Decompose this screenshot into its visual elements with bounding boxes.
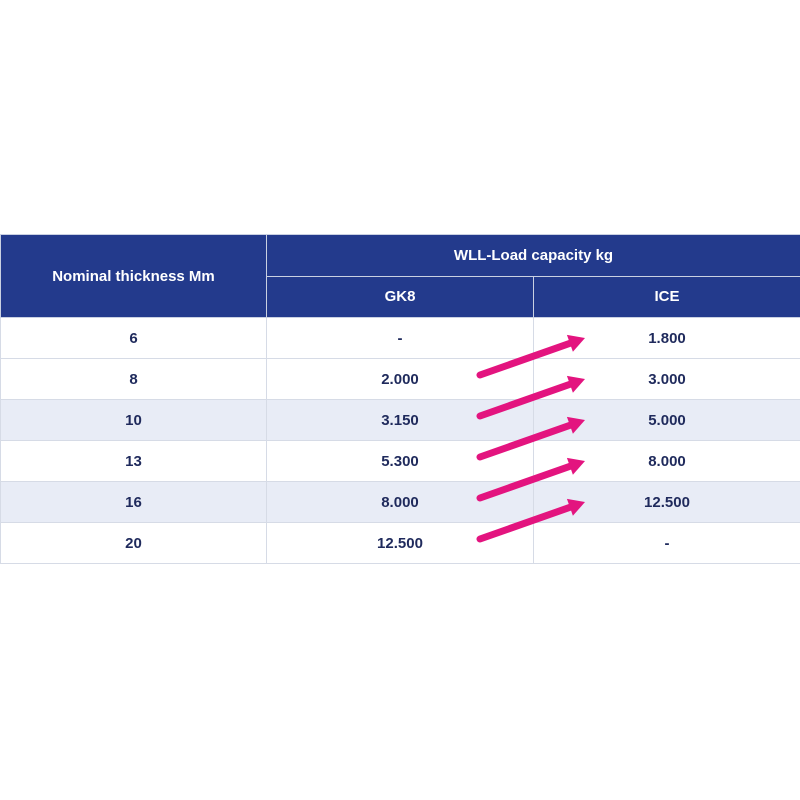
table-row: 6 - 1.800 <box>0 317 800 359</box>
cell-ice: - <box>533 522 800 564</box>
cell-gk8: - <box>266 317 534 359</box>
cell-thickness: 13 <box>0 440 267 482</box>
table-row: 20 12.500 - <box>0 522 800 564</box>
cell-thickness: 6 <box>0 317 267 359</box>
table-row: 8 2.000 3.000 <box>0 358 800 400</box>
table-row: 10 3.150 5.000 <box>0 399 800 441</box>
cell-gk8: 3.150 <box>266 399 534 441</box>
header-ice: ICE <box>533 275 800 318</box>
cell-gk8: 8.000 <box>266 481 534 523</box>
cell-ice: 5.000 <box>533 399 800 441</box>
header-gk8: GK8 <box>266 275 534 318</box>
header-nominal-thickness: Nominal thickness Mm <box>0 234 267 318</box>
cell-thickness: 20 <box>0 522 267 564</box>
cell-gk8: 2.000 <box>266 358 534 400</box>
cell-ice: 3.000 <box>533 358 800 400</box>
cell-ice: 1.800 <box>533 317 800 359</box>
table-row: 13 5.300 8.000 <box>0 440 800 482</box>
cell-ice: 8.000 <box>533 440 800 482</box>
cell-thickness: 16 <box>0 481 267 523</box>
load-capacity-table-wrap: Nominal thickness Mm WLL-Load capacity k… <box>0 234 800 564</box>
cell-gk8: 5.300 <box>266 440 534 482</box>
cell-thickness: 10 <box>0 399 267 441</box>
table-row: 16 8.000 12.500 <box>0 481 800 523</box>
header-wll-load-capacity: WLL-Load capacity kg <box>266 234 800 277</box>
cell-thickness: 8 <box>0 358 267 400</box>
cell-ice: 12.500 <box>533 481 800 523</box>
cell-gk8: 12.500 <box>266 522 534 564</box>
load-capacity-table: Nominal thickness Mm WLL-Load capacity k… <box>0 234 800 564</box>
